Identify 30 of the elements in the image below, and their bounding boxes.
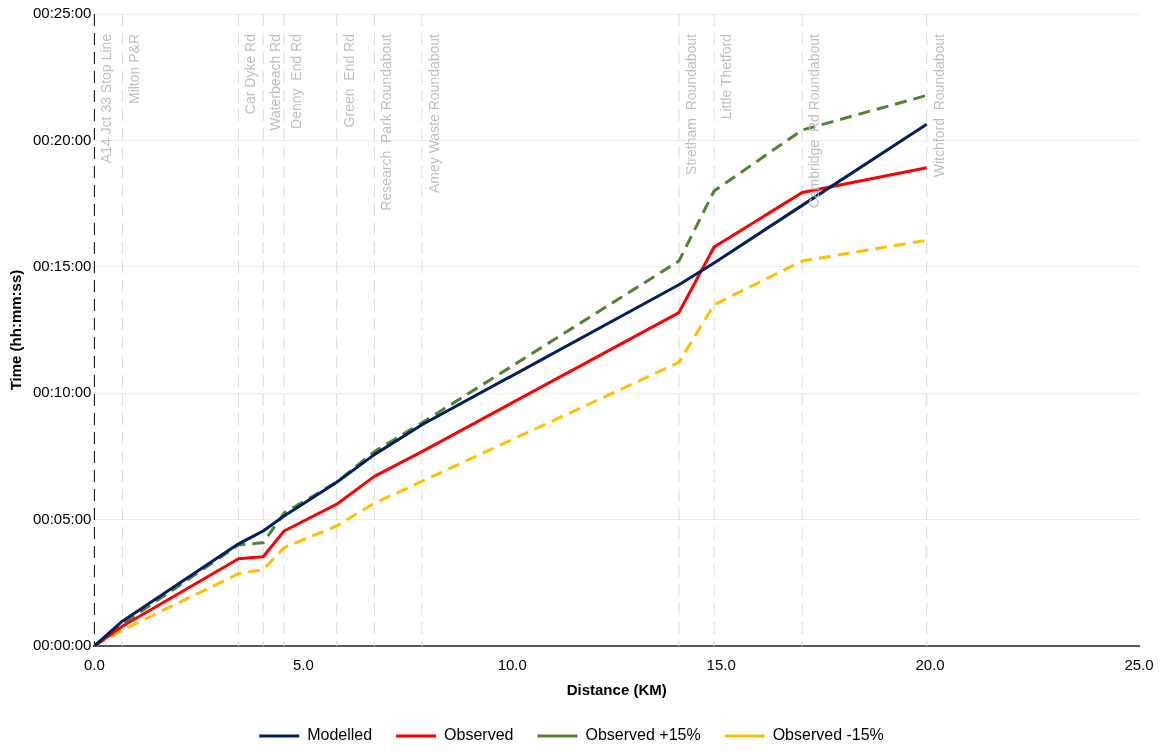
y-tick-label: 00:00:00	[33, 636, 92, 654]
ref-line-label: Milton P&R	[126, 34, 143, 105]
y-tick-label: 00:10:00	[33, 383, 92, 401]
ref-line-label: Research Park Roundabout	[378, 33, 395, 211]
x-tick-label: 25.0	[1124, 656, 1154, 674]
y-tick-label: 00:15:00	[33, 256, 92, 274]
y-tick-label: 00:20:00	[33, 130, 92, 148]
y-axis-title: Time (hh:mm:ss)	[7, 269, 25, 391]
y-tick-label: 00:25:00	[33, 4, 92, 22]
x-tick-label: 0.0	[83, 656, 105, 674]
y-tick-label: 00:05:00	[33, 509, 92, 527]
ref-line-label: Amey Waste Roundabout	[425, 33, 442, 194]
x-axis-title: Distance (KM)	[566, 681, 667, 699]
x-tick-label: 15.0	[706, 656, 736, 674]
legend-label: Observed -15%	[772, 726, 884, 744]
ref-line-label: Little Thetford	[717, 34, 734, 120]
ref-line-label: A14 Jct 33 Stop Line	[98, 33, 115, 164]
ref-line-label: Cambridge Rd Roundabout	[806, 33, 823, 209]
ref-line-label: Denny End Rd	[287, 34, 304, 129]
ref-line-label: Car Dyke Rd	[242, 34, 259, 115]
ref-line-label: Witchford Roundabout	[930, 33, 947, 178]
legend-label: Modelled	[307, 726, 373, 744]
x-tick-label: 20.0	[915, 656, 945, 674]
x-tick-label: 10.0	[497, 656, 527, 674]
ref-line-label: Waterbeach Rd	[267, 34, 284, 131]
legend-label: Observed +15%	[585, 726, 701, 744]
legend-label: Observed	[444, 726, 514, 744]
ref-line-label: Green End Rd	[340, 34, 357, 128]
ref-line-label: Stretham Roundabout	[682, 33, 699, 175]
x-tick-label: 5.0	[292, 656, 314, 674]
